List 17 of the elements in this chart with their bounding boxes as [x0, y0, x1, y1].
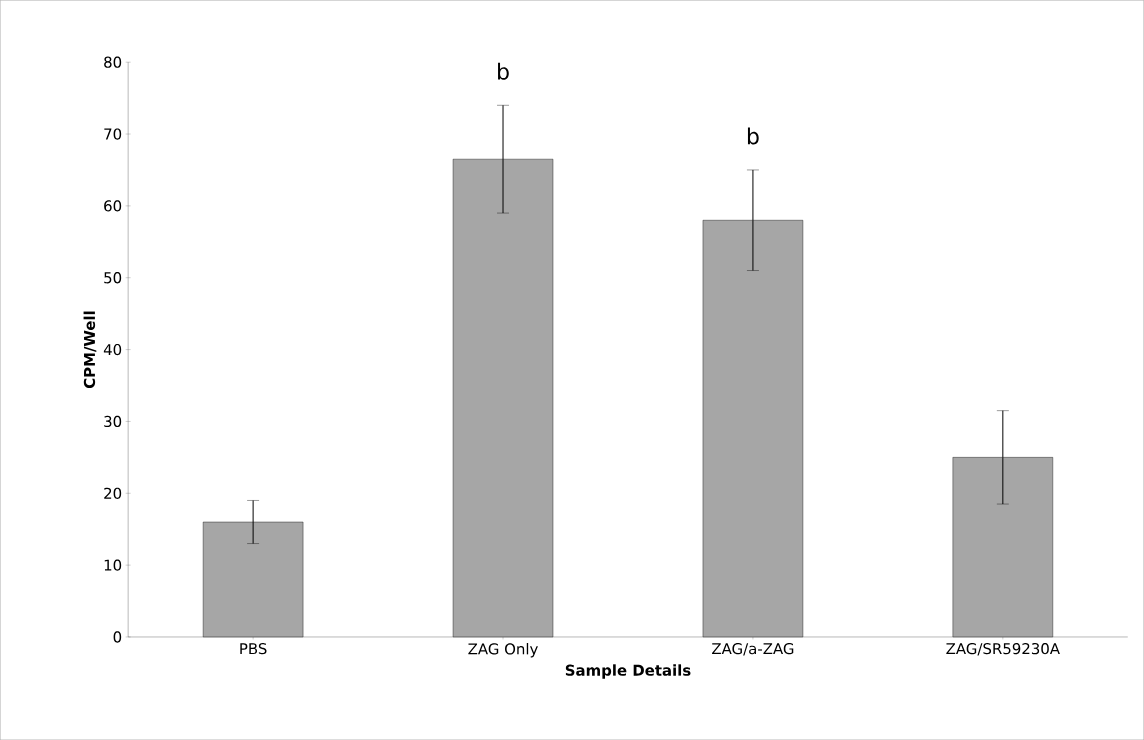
x-tick-label: ZAG Only	[468, 642, 538, 658]
y-tick-label: 0	[113, 631, 122, 643]
y-tick-label: 80	[104, 56, 122, 68]
y-tick-label: 10	[104, 559, 122, 571]
y-tick-label: 70	[104, 128, 122, 140]
y-tick-label: 50	[104, 272, 122, 284]
x-axis-title: Sample Details	[565, 664, 691, 679]
y-tick-label: 60	[104, 200, 122, 212]
annotation: b	[498, 62, 509, 80]
y-tick-label: 40	[103, 343, 122, 356]
x-tick-label: PBS	[240, 642, 267, 655]
x-tick-label: ZAG/SR59230A	[946, 642, 1060, 656]
y-tick-label: 20	[104, 487, 122, 499]
y-axis-title: CPM/Well	[83, 311, 97, 389]
x-tick-label: ZAG/a-ZAG	[712, 642, 794, 656]
y-tick-label: 30	[104, 415, 122, 428]
annotation: b	[747, 127, 759, 145]
